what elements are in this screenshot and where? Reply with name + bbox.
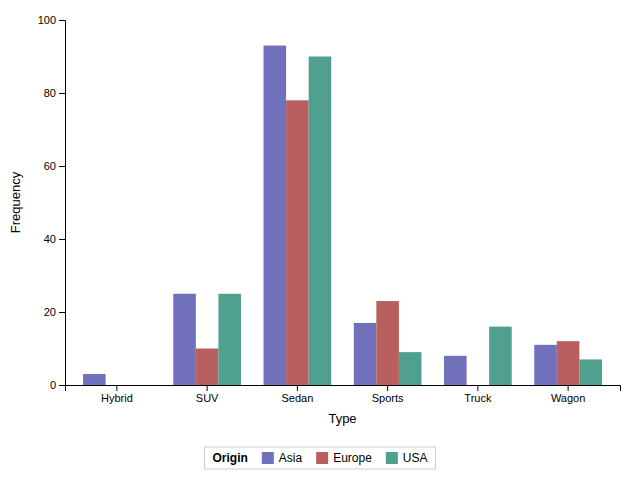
tick: 40 xyxy=(44,233,65,245)
tick-label: Wagon xyxy=(551,392,585,404)
y-axis-title: Frequency xyxy=(8,171,23,233)
tick-mark xyxy=(568,385,569,391)
tick-mark xyxy=(116,385,117,391)
bar-series xyxy=(83,46,557,385)
chart: 0 20 40 60 80 100 Hybrid SUV Sedan Sports Truck Wag… xyxy=(0,0,640,480)
bar xyxy=(467,385,490,386)
bar xyxy=(196,349,219,386)
bar xyxy=(264,46,287,385)
tick-mark xyxy=(59,385,65,386)
tick-label: 80 xyxy=(44,87,56,99)
axis-line xyxy=(66,386,621,392)
legend-swatch xyxy=(316,452,328,464)
legend-item: USA xyxy=(386,451,428,465)
tick-mark xyxy=(477,385,478,391)
legend-label: USA xyxy=(403,451,428,465)
tick: Sports xyxy=(372,385,404,404)
bar xyxy=(354,323,377,385)
tick-mark xyxy=(207,385,208,391)
bar-series xyxy=(196,100,580,385)
bar xyxy=(376,301,399,385)
tick-label: SUV xyxy=(196,392,219,404)
tick-label: 20 xyxy=(44,306,56,318)
bars xyxy=(83,46,602,385)
bar xyxy=(579,359,602,385)
axis-line xyxy=(59,21,66,386)
tick-label: 60 xyxy=(44,160,56,172)
tick: 20 xyxy=(44,306,65,318)
bar xyxy=(399,352,422,385)
tick: Truck xyxy=(464,385,492,404)
tick-label: Hybrid xyxy=(101,392,133,404)
legend-title: Origin xyxy=(212,451,247,465)
legend: Origin Asia Europe USA xyxy=(204,447,435,469)
x-axis-title: Type xyxy=(328,411,356,426)
tick-label: 0 xyxy=(50,379,56,391)
legend-label: Asia xyxy=(279,451,303,465)
tick: Sedan xyxy=(281,385,313,404)
legend-swatch xyxy=(386,452,398,464)
legend-item: Asia xyxy=(262,451,303,465)
tick-label: Sports xyxy=(372,392,404,404)
bar xyxy=(489,327,512,385)
tick-label: 100 xyxy=(38,14,56,26)
legend-item: Europe xyxy=(316,451,372,465)
tick-mark xyxy=(59,20,65,21)
tick-mark xyxy=(59,239,65,240)
bar-series xyxy=(218,57,602,386)
bar xyxy=(309,57,332,386)
tick-mark xyxy=(297,385,298,391)
tick: SUV xyxy=(196,385,219,404)
legend-frame xyxy=(204,447,435,469)
y-axis: 0 20 40 60 80 100 xyxy=(38,14,66,391)
bar xyxy=(218,294,241,385)
tick-mark xyxy=(387,385,388,391)
bar xyxy=(173,294,196,385)
bar xyxy=(106,385,129,386)
bar xyxy=(534,345,557,385)
tick-mark xyxy=(59,93,65,94)
plot: 0 20 40 60 80 100 Hybrid SUV Sedan Sports Truck Wag… xyxy=(8,14,621,426)
tick-mark xyxy=(59,166,65,167)
tick-mark xyxy=(59,312,65,313)
tick: Wagon xyxy=(551,385,585,404)
legend-swatch xyxy=(262,452,274,464)
bar xyxy=(286,100,309,385)
tick-label: Sedan xyxy=(281,392,313,404)
tick: Hybrid xyxy=(101,385,133,404)
x-axis: Hybrid SUV Sedan Sports Truck Wagon xyxy=(66,385,621,404)
tick: 100 xyxy=(38,14,65,26)
tick: 60 xyxy=(44,160,65,172)
bar xyxy=(83,374,106,385)
tick: 80 xyxy=(44,87,65,99)
bar xyxy=(444,356,467,385)
tick-label: Truck xyxy=(464,392,492,404)
legend-items: Origin Asia Europe USA xyxy=(212,451,427,465)
bar xyxy=(557,341,580,385)
legend-label: Europe xyxy=(333,451,372,465)
bar xyxy=(128,385,151,386)
tick: 0 xyxy=(50,379,65,391)
tick-label: 40 xyxy=(44,233,56,245)
